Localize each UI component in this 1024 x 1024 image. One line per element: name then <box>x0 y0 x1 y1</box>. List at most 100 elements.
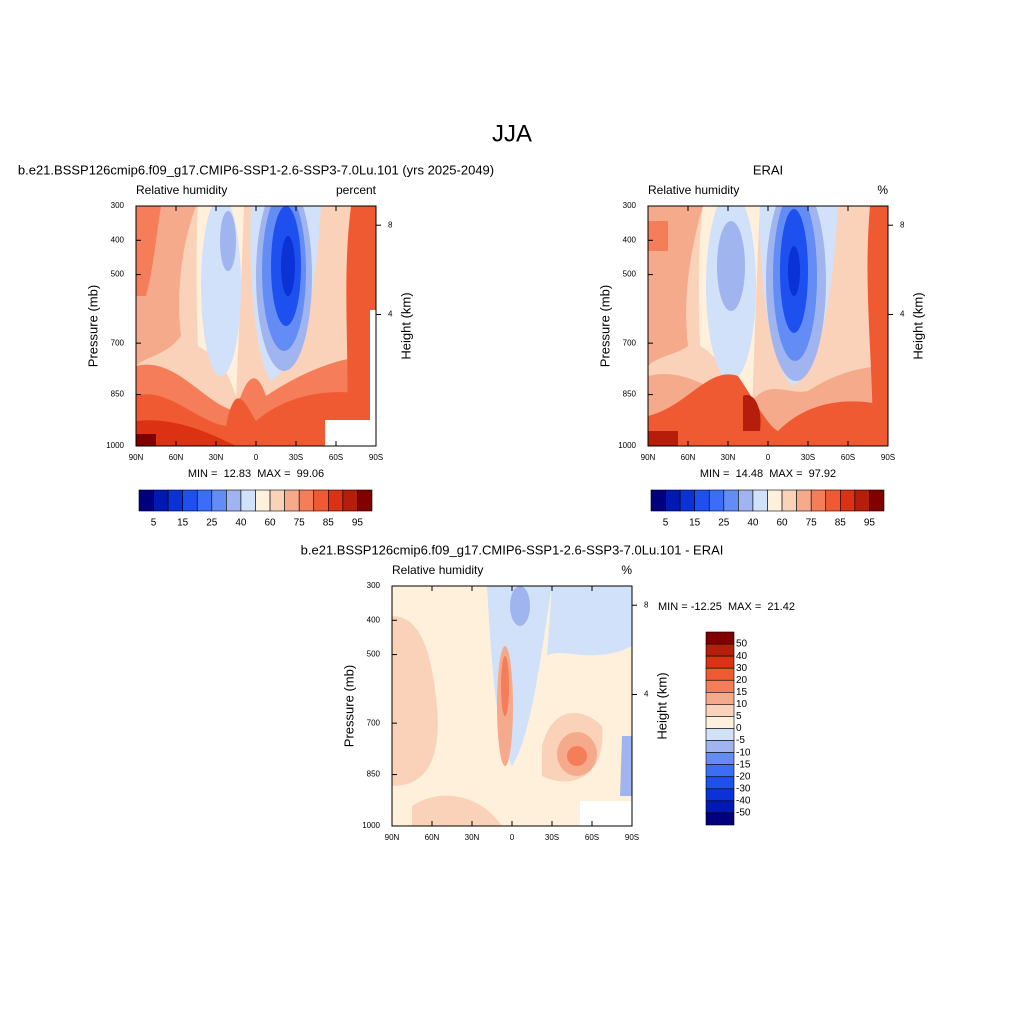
min-max-stats: MIN = 14.48 MAX = 97.92 <box>700 468 836 480</box>
x-tick-label: 60S <box>329 453 343 462</box>
colorbar-box <box>196 489 213 512</box>
colorbar-box <box>298 489 315 512</box>
colorbar-label: 0 <box>736 723 742 734</box>
x-tick-label: 60N <box>169 453 184 462</box>
colorbar-box <box>182 489 198 512</box>
colorbar-box <box>705 679 735 693</box>
colorbar-label: 60 <box>777 518 789 529</box>
y-axis-label: Pressure (mb) <box>341 665 356 747</box>
colorbar-box <box>825 489 841 512</box>
y-tick-label: 700 <box>111 338 125 347</box>
colorbar-box <box>665 489 681 512</box>
y-tick-label: 300 <box>111 201 125 210</box>
min-max-stats: MIN = -12.25 MAX = 21.42 <box>658 601 795 613</box>
y-tick-label: 1000 <box>618 441 636 450</box>
y-axis-label: Pressure (mb) <box>85 285 100 367</box>
colorbar-box <box>138 489 154 512</box>
colorbar-label: 40 <box>235 518 247 529</box>
colorbar-label: 15 <box>736 687 748 698</box>
colorbar-label: 20 <box>736 675 748 686</box>
colorbar-box <box>840 489 856 512</box>
y-tick-label: 700 <box>367 718 381 727</box>
colorbar-box <box>255 489 271 512</box>
right-label: percent <box>336 183 377 197</box>
x-tick-label: 30S <box>289 453 303 462</box>
y2-tick-label: 8 <box>644 600 649 609</box>
colorbar-box <box>705 812 735 826</box>
colorbar-box <box>869 489 885 512</box>
y-tick-label: 400 <box>111 235 125 244</box>
colorbar-label: 5 <box>663 518 669 529</box>
y2-tick-label: 4 <box>900 310 905 319</box>
colorbar-box <box>269 489 285 512</box>
y2-tick-label: 4 <box>388 310 393 319</box>
colorbar-label: -10 <box>736 747 751 758</box>
colorbar-box <box>796 489 812 512</box>
figure-title: JJA <box>492 120 532 147</box>
colorbar-label: 50 <box>736 639 748 650</box>
x-tick-label: 60S <box>841 453 855 462</box>
colorbar-box <box>211 489 227 512</box>
colorbar-box <box>705 800 735 814</box>
colorbar-box <box>705 764 735 778</box>
left-label: Relative humidity <box>136 183 227 197</box>
contour-field <box>648 206 888 446</box>
colorbar-box <box>705 655 735 669</box>
contour-field <box>392 586 632 826</box>
y-tick-label: 500 <box>111 270 125 279</box>
contour-field <box>136 206 376 446</box>
colorbar-box <box>153 489 169 512</box>
colorbar-label: 15 <box>177 518 189 529</box>
colorbar-label: 10 <box>736 699 748 710</box>
colorbar-box <box>240 489 256 512</box>
colorbar-label: 40 <box>747 518 759 529</box>
colorbar-box <box>705 776 735 790</box>
y-tick-label: 300 <box>623 201 637 210</box>
colorbar-box <box>738 489 754 512</box>
colorbar-box <box>705 631 735 645</box>
colorbar-label: 95 <box>352 518 364 529</box>
colorbar-box <box>694 489 710 512</box>
colorbar-label: -15 <box>736 759 751 770</box>
colorbar-box <box>313 489 329 512</box>
colorbar-label: -50 <box>736 808 751 819</box>
x-tick-label: 90N <box>641 453 656 462</box>
colorbar-box <box>650 489 666 512</box>
colorbar-label: 60 <box>265 518 277 529</box>
colorbar-label: 85 <box>835 518 847 529</box>
x-tick-label: 0 <box>510 833 515 842</box>
y-tick-label: 850 <box>367 770 381 779</box>
colorbar-box <box>167 489 183 512</box>
x-tick-label: 0 <box>254 453 259 462</box>
colorbar-box <box>705 704 735 717</box>
colorbar-box <box>854 489 870 512</box>
x-tick-label: 60S <box>585 833 599 842</box>
x-tick-label: 0 <box>766 453 771 462</box>
colorbar-box <box>767 489 783 512</box>
x-tick-label: 90S <box>881 453 895 462</box>
y2-axis-label: Height (km) <box>910 292 925 359</box>
y-tick-label: 400 <box>623 235 637 244</box>
right-label: % <box>877 183 888 197</box>
y-tick-label: 1000 <box>362 821 380 830</box>
colorbar-box <box>705 692 735 705</box>
x-tick-label: 90N <box>385 833 400 842</box>
x-tick-label: 90S <box>369 453 383 462</box>
colorbar-box <box>705 728 735 741</box>
colorbar-label: 85 <box>323 518 335 529</box>
min-max-stats: MIN = 12.83 MAX = 99.06 <box>188 468 324 480</box>
colorbar-label: 30 <box>736 663 748 674</box>
colorbar-label: 40 <box>736 651 748 662</box>
colorbar-box <box>284 489 300 512</box>
y-tick-label: 300 <box>367 581 381 590</box>
right-label: % <box>621 563 632 577</box>
colorbar-label: -20 <box>736 771 751 782</box>
colorbar-box <box>705 752 735 765</box>
colorbar-label: 5 <box>736 711 742 722</box>
y-tick-label: 400 <box>367 615 381 624</box>
colorbar-label: -5 <box>736 735 745 746</box>
colorbar-box <box>752 489 768 512</box>
colorbar-label: 75 <box>294 518 306 529</box>
colorbar-label: 25 <box>718 518 730 529</box>
